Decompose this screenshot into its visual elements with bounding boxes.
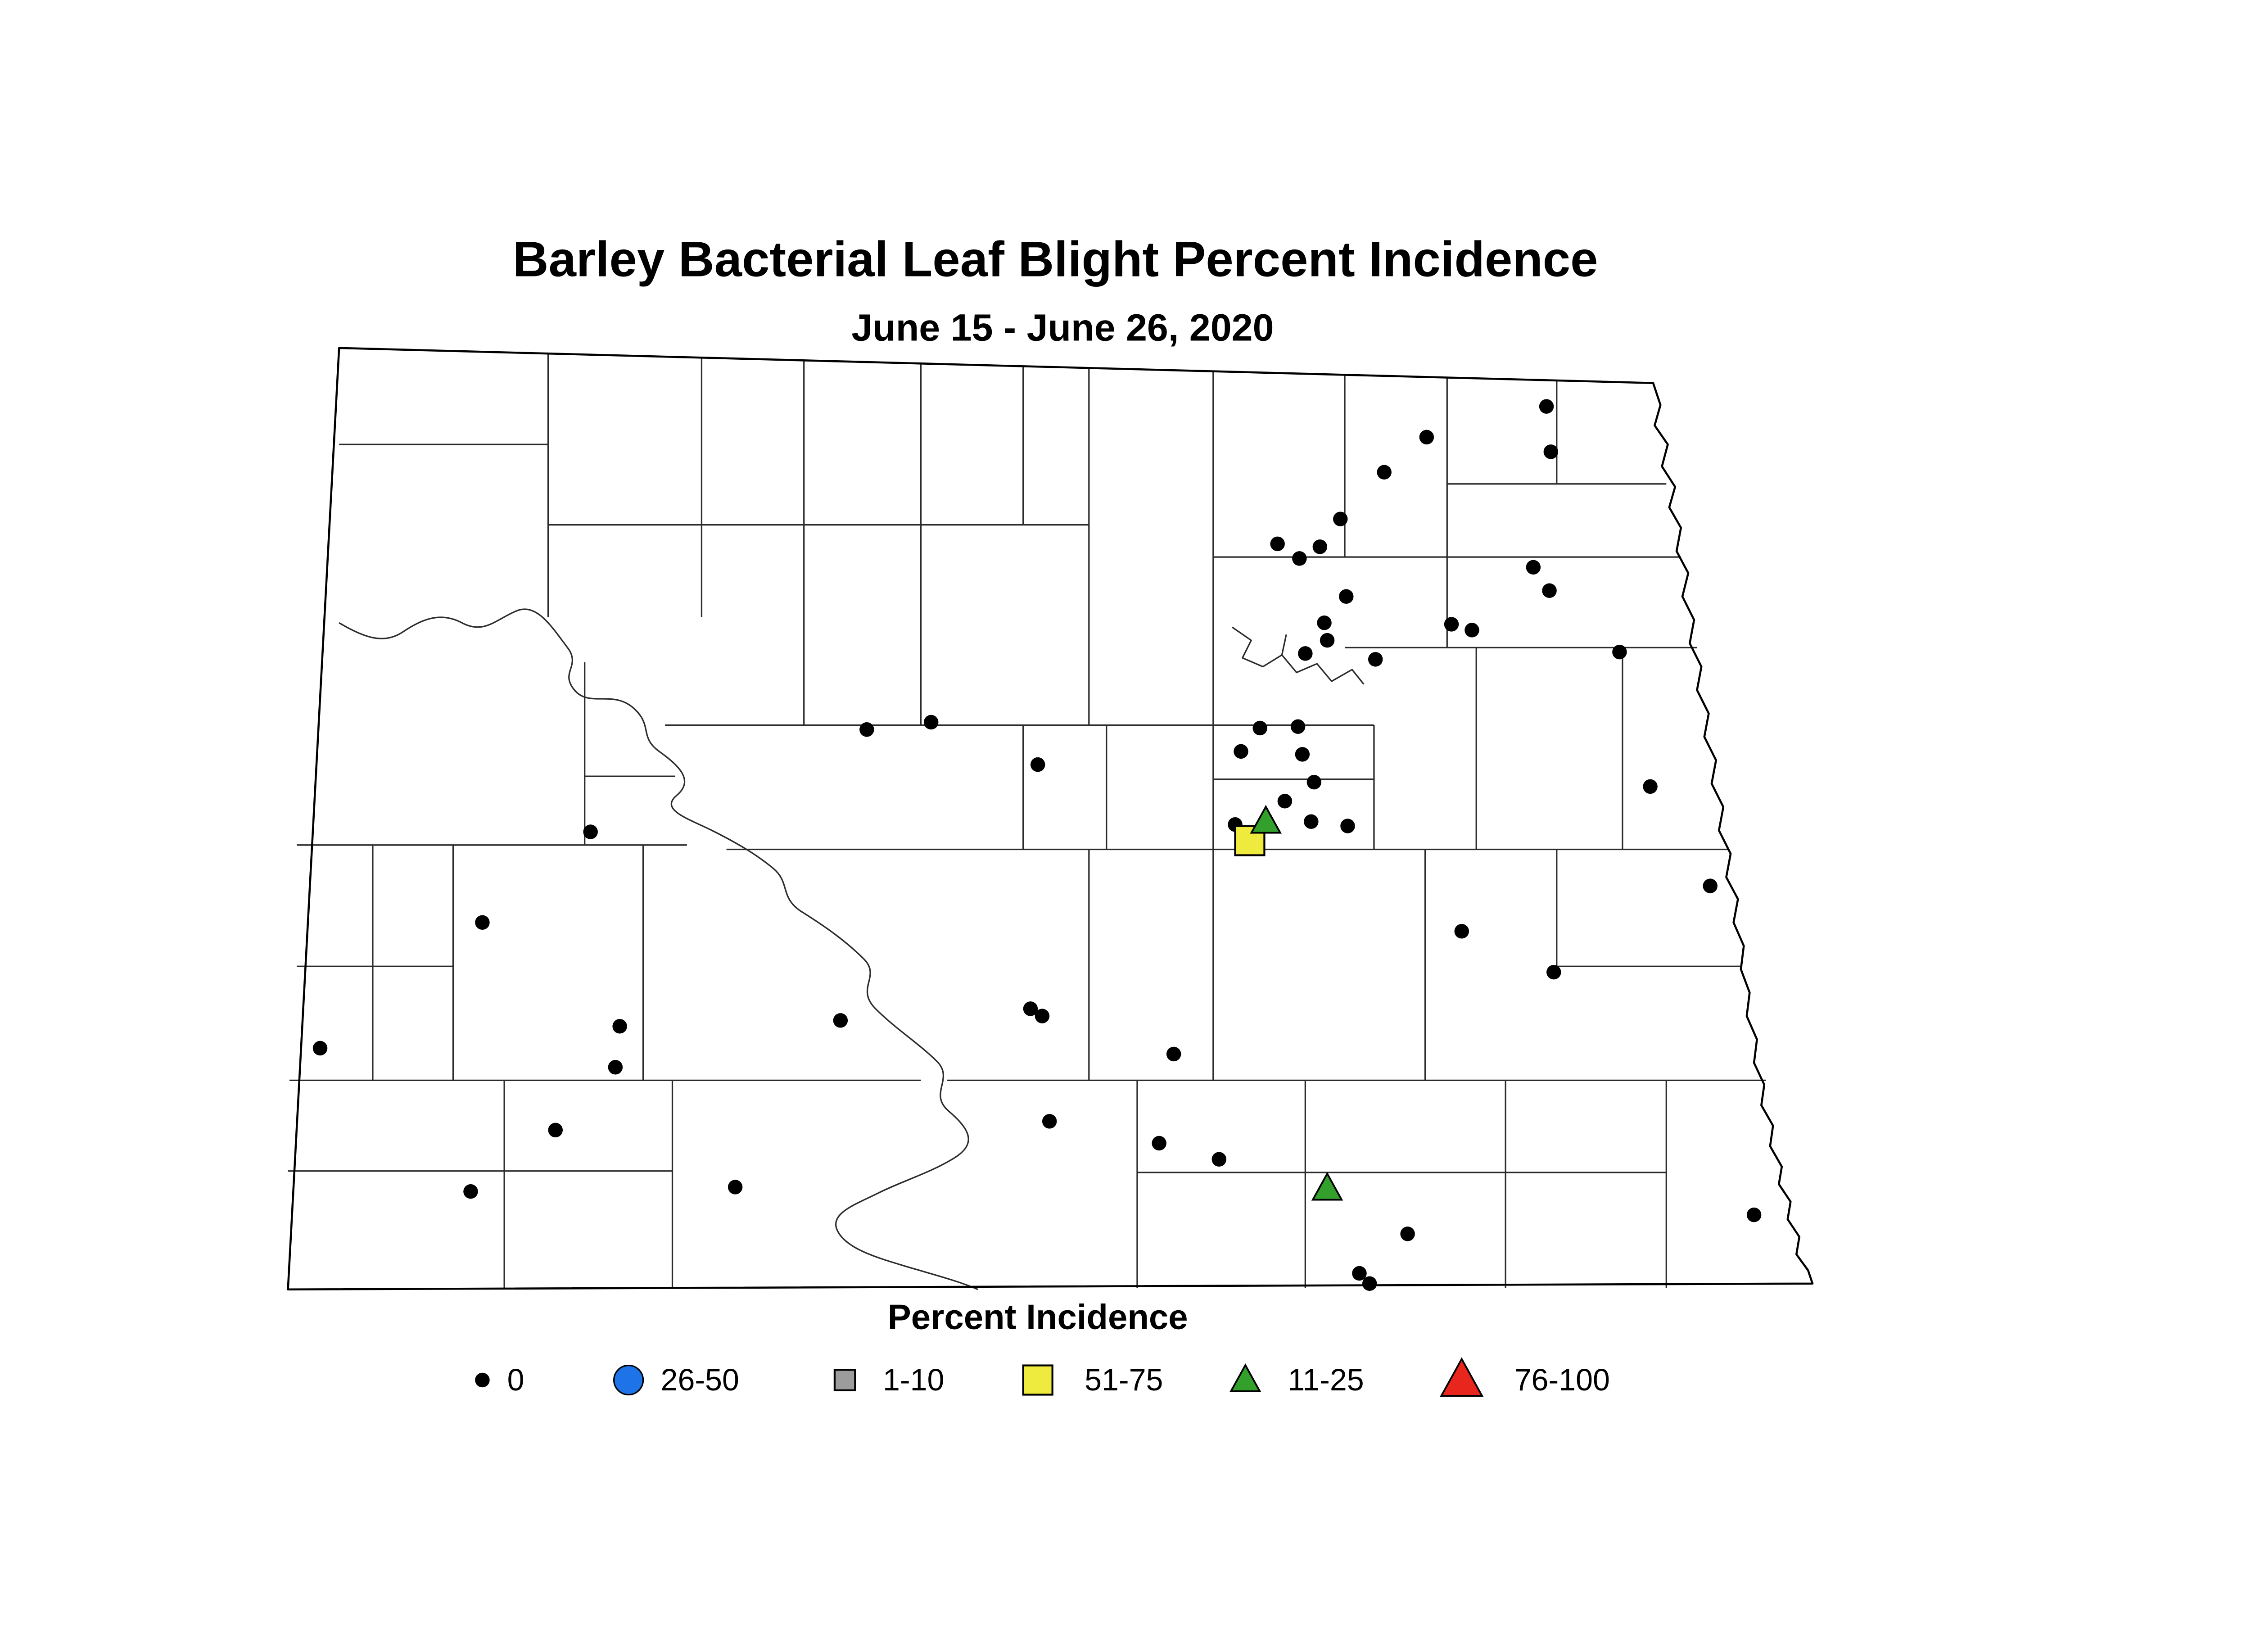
legend-items: 0 26-50 1-10 51-75 11-25 76-100 [475, 1357, 1610, 1397]
marker-dot-0 [1295, 747, 1310, 762]
marker-dot-0 [1543, 444, 1559, 459]
marker-triangle-11-25 [1311, 1172, 1343, 1201]
data-points-layer [312, 399, 1762, 1291]
legend-item-label: 1-10 [883, 1363, 944, 1397]
marker-dot-0 [1542, 583, 1557, 598]
marker-dot-0 [1746, 1207, 1762, 1222]
marker-dot-0 [1362, 1276, 1377, 1291]
figure-title: Barley Bacterial Leaf Blight Percent Inc… [513, 232, 1598, 287]
legend-title: Percent Incidence [888, 1297, 1188, 1336]
missouri-river-boundary [339, 608, 978, 1290]
marker-dot-0 [1030, 757, 1045, 772]
marker-dot-0 [475, 1372, 490, 1388]
marker-dot-0 [1042, 1114, 1057, 1129]
legend-item-76-100: 76-100 [1440, 1357, 1610, 1397]
marker-triangle-11-25 [1250, 805, 1282, 834]
marker-dot-0 [1333, 511, 1348, 526]
devils-lake-boundary [1232, 626, 1365, 685]
marker-dot-0 [1340, 819, 1355, 833]
marker-dot-0 [608, 1059, 623, 1075]
marker-dot-0 [1465, 623, 1479, 638]
legend-item-label: 26-50 [661, 1363, 739, 1397]
marker-dot-0 [1252, 720, 1267, 736]
legend-item-0: 0 [475, 1363, 524, 1397]
marker-dot-0 [1539, 399, 1554, 414]
marker-dot-0 [1304, 814, 1319, 829]
marker-dot-0 [475, 915, 490, 930]
marker-dot-0 [1277, 794, 1293, 809]
county-boundaries [288, 353, 1766, 1288]
marker-dot-0 [1152, 1136, 1166, 1151]
legend-item-label: 11-25 [1288, 1363, 1364, 1397]
marker-dot-0 [1377, 465, 1392, 480]
marker-dot-0 [548, 1122, 563, 1138]
marker-dot-0 [1298, 646, 1313, 661]
figure-subtitle: June 15 - June 26, 2020 [851, 307, 1274, 349]
marker-dot-0 [923, 715, 939, 730]
legend-item-1-10: 1-10 [833, 1363, 944, 1397]
marker-dot-0 [1306, 774, 1322, 790]
marker-dot-0 [859, 722, 874, 737]
marker-dot-0 [1643, 779, 1658, 794]
marker-dot-0 [583, 824, 598, 839]
marker-dot-0 [1317, 615, 1332, 630]
marker-dot-0 [1444, 617, 1459, 632]
marker-dot-0 [1546, 964, 1561, 980]
marker-dot-0 [728, 1180, 743, 1195]
marker-triangle-11-25 [1229, 1363, 1261, 1392]
marker-circle-26-50 [613, 1364, 644, 1396]
legend-item-label: 51-75 [1085, 1363, 1163, 1397]
marker-square-51-75 [1022, 1364, 1053, 1396]
marker-dot-0 [1454, 924, 1469, 939]
legend-item-label: 76-100 [1514, 1363, 1610, 1397]
marker-dot-0 [612, 1019, 627, 1034]
marker-dot-0 [833, 1013, 848, 1028]
marker-dot-0 [1166, 1046, 1181, 1062]
marker-dot-0 [1211, 1152, 1227, 1167]
marker-dot-0 [1234, 744, 1248, 759]
marker-dot-0 [312, 1041, 328, 1056]
marker-dot-0 [1270, 536, 1285, 552]
marker-dot-0 [1320, 633, 1335, 648]
marker-dot-0 [1419, 430, 1434, 445]
state-outline [287, 347, 1814, 1290]
marker-dot-0 [1368, 652, 1383, 667]
marker-dot-0 [463, 1184, 478, 1199]
legend-item-26-50: 26-50 [613, 1363, 739, 1397]
marker-dot-0 [1290, 719, 1306, 734]
marker-dot-0 [1312, 539, 1328, 554]
map [287, 347, 1814, 1291]
marker-dot-0 [1352, 1266, 1367, 1281]
marker-dot-0 [1023, 1001, 1038, 1016]
legend-item-label: 0 [507, 1363, 524, 1397]
marker-dot-0 [1292, 551, 1307, 566]
marker-dot-0 [1612, 644, 1627, 660]
marker-square-1-10 [833, 1369, 856, 1391]
marker-dot-0 [1526, 560, 1541, 575]
marker-dot-0 [1400, 1227, 1415, 1241]
marker-dot-0 [1339, 589, 1354, 604]
legend: Percent Incidence 0 26-50 1-10 51-75 11-25 76… [475, 1297, 1610, 1397]
legend-item-51-75: 51-75 [1022, 1363, 1163, 1397]
legend-item-11-25: 11-25 [1229, 1363, 1364, 1397]
marker-dot-0 [1703, 878, 1718, 893]
marker-triangle-76-100 [1440, 1357, 1484, 1397]
marker-dot-0 [1035, 1009, 1050, 1023]
